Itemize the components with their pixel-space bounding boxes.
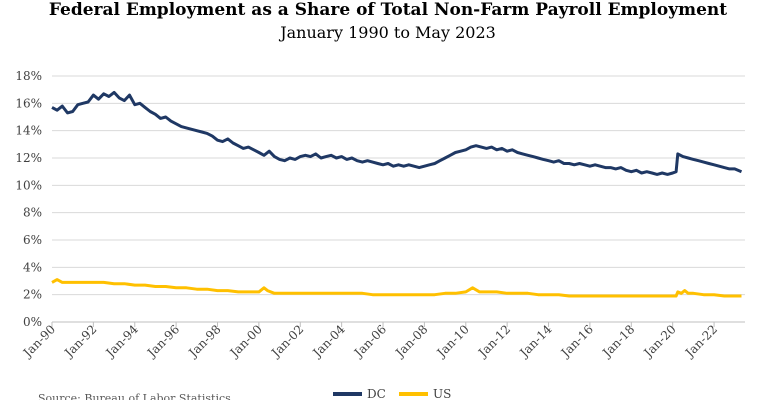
- x-tick-label: Jan-18: [599, 322, 638, 361]
- chart-subtitle: January 1990 to May 2023: [278, 23, 496, 42]
- x-tick-label: Jan-10: [433, 322, 472, 361]
- x-tick-label: Jan-22: [681, 322, 720, 361]
- y-tick-label: 4%: [23, 260, 42, 274]
- x-tick-label: Jan-12: [474, 322, 513, 361]
- x-tick-label: Jan-06: [350, 322, 389, 361]
- x-tick-label: Jan-04: [309, 322, 348, 361]
- y-tick-label: 6%: [23, 233, 42, 247]
- legend: DC US: [333, 387, 451, 400]
- y-tick-label: 0%: [23, 315, 42, 329]
- y-tick-label: 10%: [15, 178, 42, 192]
- source-note: Source: Bureau of Labor Statistics: [38, 392, 231, 400]
- x-axis-ticks: Jan-90 Jan-92 Jan-94 Jan-96 Jan-98 Jan-00 Jan-…: [19, 322, 720, 361]
- y-tick-label: 16%: [15, 96, 42, 110]
- y-tick-label: 14%: [15, 124, 42, 138]
- x-tick-label: Jan-96: [143, 322, 182, 361]
- x-tick-label: Jan-94: [102, 322, 141, 361]
- x-tick-label: Jan-20: [640, 322, 679, 361]
- y-tick-label: 18%: [15, 69, 42, 83]
- series-lines: [51, 90, 743, 298]
- y-tick-label: 2%: [23, 288, 42, 302]
- series-line-dc: [51, 90, 743, 176]
- x-tick-label: Jan-08: [392, 322, 431, 361]
- gridlines: [52, 75, 745, 296]
- x-tick-label: Jan-92: [61, 322, 100, 361]
- y-axis-ticks: 0% 2% 4% 6% 8% 10% 12% 14% 16% 18%: [15, 69, 42, 329]
- x-tick-label: Jan-00: [226, 322, 265, 361]
- legend-label-dc: DC: [367, 387, 386, 400]
- x-tick-label: Jan-98: [185, 322, 224, 361]
- series-line-us: [51, 278, 742, 298]
- x-tick-label: Jan-14: [516, 322, 555, 361]
- chart-title: Federal Employment as a Share of Total N…: [49, 0, 727, 20]
- legend-label-us: US: [433, 387, 451, 400]
- x-tick-label: Jan-16: [557, 322, 596, 361]
- x-tick-label: Jan-02: [267, 322, 306, 361]
- y-tick-label: 8%: [23, 206, 42, 220]
- y-tick-label: 12%: [15, 151, 42, 165]
